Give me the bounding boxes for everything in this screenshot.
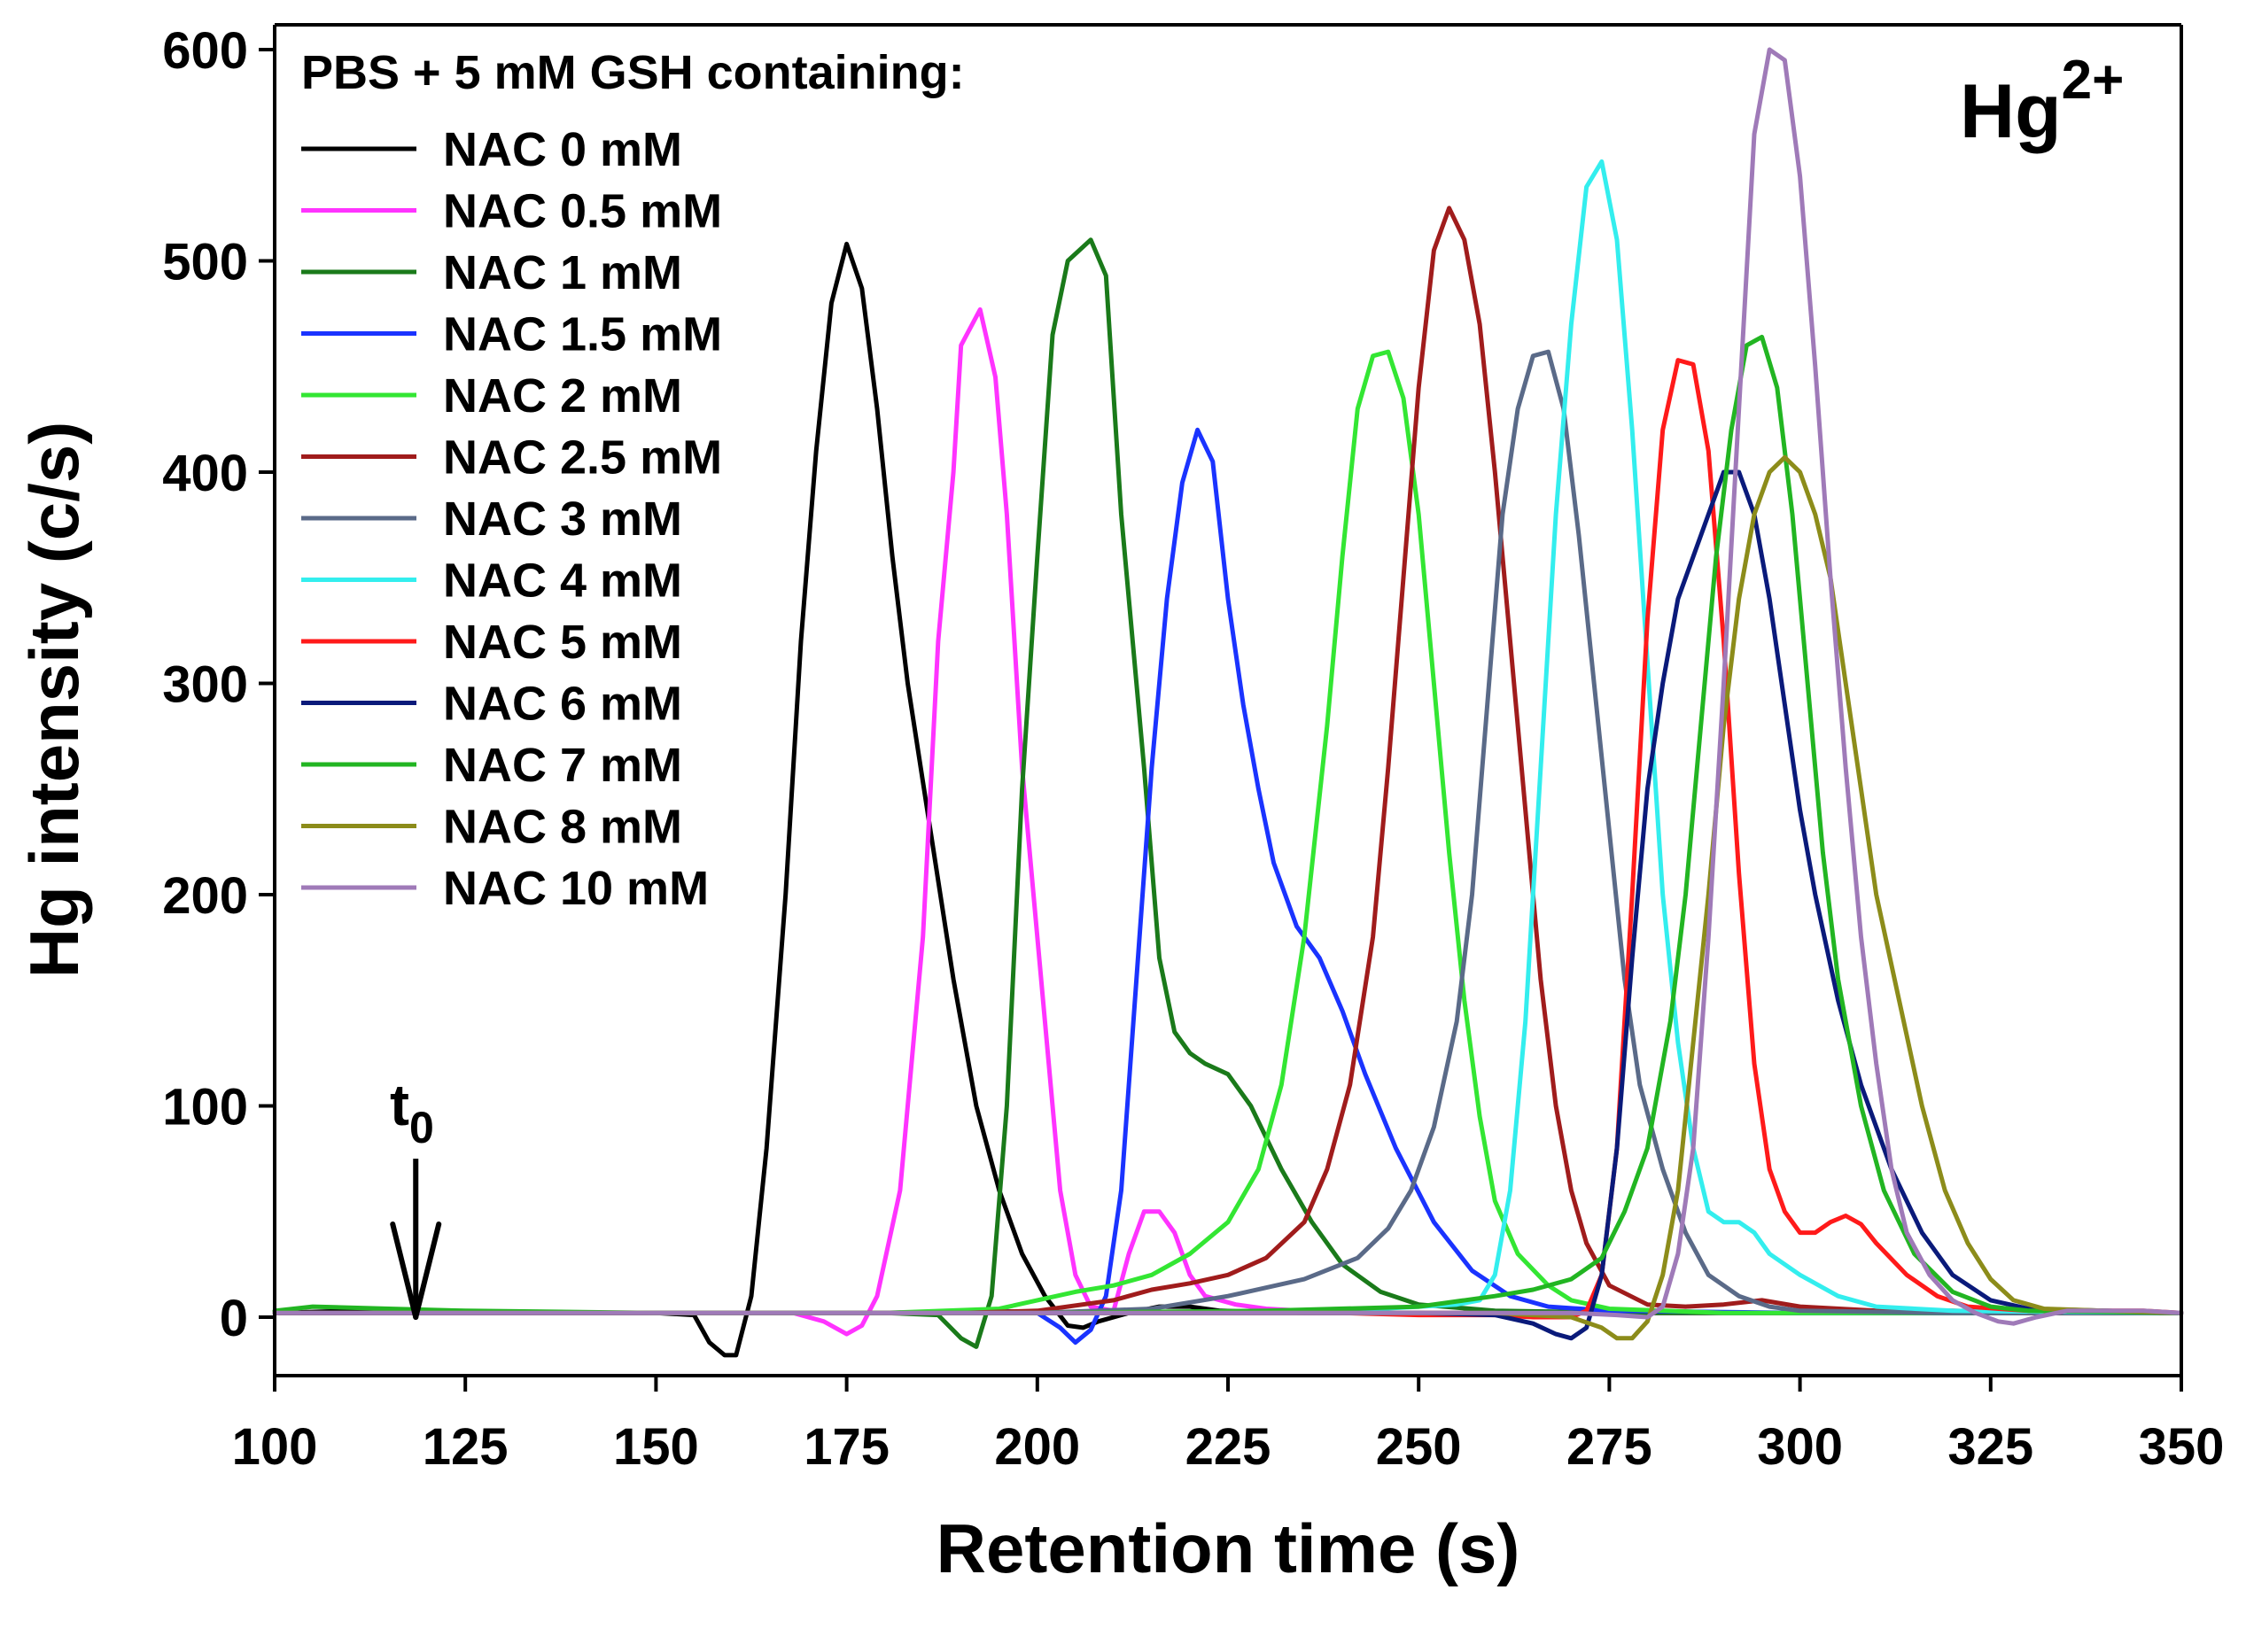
series-line	[272, 454, 2184, 1341]
series-line	[272, 469, 2184, 1341]
legend-label: NAC 7 mM	[443, 739, 682, 792]
legend-label: NAC 2.5 mM	[443, 431, 722, 485]
legend-label: NAC 0.5 mM	[443, 185, 722, 238]
x-tick-label: 200	[994, 1418, 1080, 1476]
t0-arrow-head-right	[413, 1222, 442, 1320]
x-tick-label: 350	[2139, 1418, 2225, 1476]
legend-label: NAC 2 mM	[443, 369, 682, 423]
y-tick-label: 100	[162, 1079, 248, 1136]
legend-label: NAC 1.5 mM	[443, 308, 722, 361]
legend-item: NAC 5 mM	[301, 616, 682, 669]
legend-label: NAC 10 mM	[443, 862, 709, 915]
series-line	[272, 159, 2184, 1315]
legend-label: NAC 6 mM	[443, 678, 682, 731]
legend-item: NAC 8 mM	[301, 801, 682, 854]
legend-label: NAC 1 mM	[443, 246, 682, 299]
series-line	[272, 427, 2184, 1346]
x-tick-label: 100	[232, 1418, 318, 1476]
legend-item: NAC 0.5 mM	[301, 185, 722, 238]
legend-item: NAC 6 mM	[301, 678, 682, 731]
y-tick-label: 0	[220, 1290, 248, 1347]
legend-title: PBS + 5 mM GSH containing:	[301, 46, 965, 99]
t0-label-base: t	[390, 1072, 409, 1137]
x-tick-label: 300	[1757, 1418, 1843, 1476]
series-line	[272, 349, 2184, 1315]
x-tick-label: 125	[423, 1418, 509, 1476]
x-tick-label: 325	[1947, 1418, 2033, 1476]
legend-item: NAC 1 mM	[301, 246, 682, 299]
y-tick-label: 400	[162, 445, 248, 502]
legend-items: NAC 0 mM NAC 0.5 mM NAC 1 mM NAC 1.5 mM NAC …	[301, 123, 722, 915]
series-line	[272, 237, 2184, 1349]
ticks-layer: 100 125 150 175 200 225 250 275 300 325 350 0 100 200…	[162, 22, 2224, 1476]
x-tick-label: 275	[1566, 1418, 1652, 1476]
ion-label-base: Hg	[1960, 69, 2062, 154]
legend-label: NAC 4 mM	[443, 555, 682, 608]
t0-label: t0	[390, 1072, 434, 1152]
series-line	[272, 206, 2184, 1315]
legend-item: NAC 0 mM	[301, 123, 682, 176]
x-tick-label: 175	[804, 1418, 890, 1476]
series-line	[272, 306, 2184, 1337]
legend-item: NAC 2 mM	[301, 369, 682, 423]
x-axis-title: Retention time (s)	[936, 1509, 1520, 1587]
t0-label-subscript: 0	[409, 1103, 434, 1152]
ion-label-charge: 2+	[2062, 50, 2125, 111]
t0-annotation: t0	[390, 1072, 442, 1320]
x-tick-label: 250	[1376, 1418, 1462, 1476]
series-layer	[272, 47, 2184, 1358]
series-line	[272, 349, 2184, 1315]
x-tick-label: 225	[1185, 1418, 1271, 1476]
legend-item: NAC 7 mM	[301, 739, 682, 792]
legend-label: NAC 5 mM	[443, 616, 682, 669]
legend-item: NAC 2.5 mM	[301, 431, 722, 485]
y-tick-label: 200	[162, 867, 248, 925]
y-tick-label: 300	[162, 656, 248, 714]
legend-item: NAC 3 mM	[301, 492, 682, 546]
x-tick-label: 150	[613, 1418, 699, 1476]
y-tick-label: 600	[162, 22, 248, 80]
legend-item: NAC 4 mM	[301, 555, 682, 608]
legend-item: NAC 1.5 mM	[301, 308, 722, 361]
legend-item: NAC 10 mM	[301, 862, 709, 915]
ion-label: Hg2+	[1960, 50, 2124, 154]
series-line	[272, 47, 2184, 1326]
y-tick-label: 500	[162, 234, 248, 291]
legend-label: NAC 0 mM	[443, 123, 682, 176]
t0-arrow-head-left	[390, 1222, 419, 1320]
y-axis-title: Hg intensity (c/s)	[15, 422, 93, 978]
legend-label: NAC 8 mM	[443, 801, 682, 854]
legend-label: NAC 3 mM	[443, 492, 682, 546]
